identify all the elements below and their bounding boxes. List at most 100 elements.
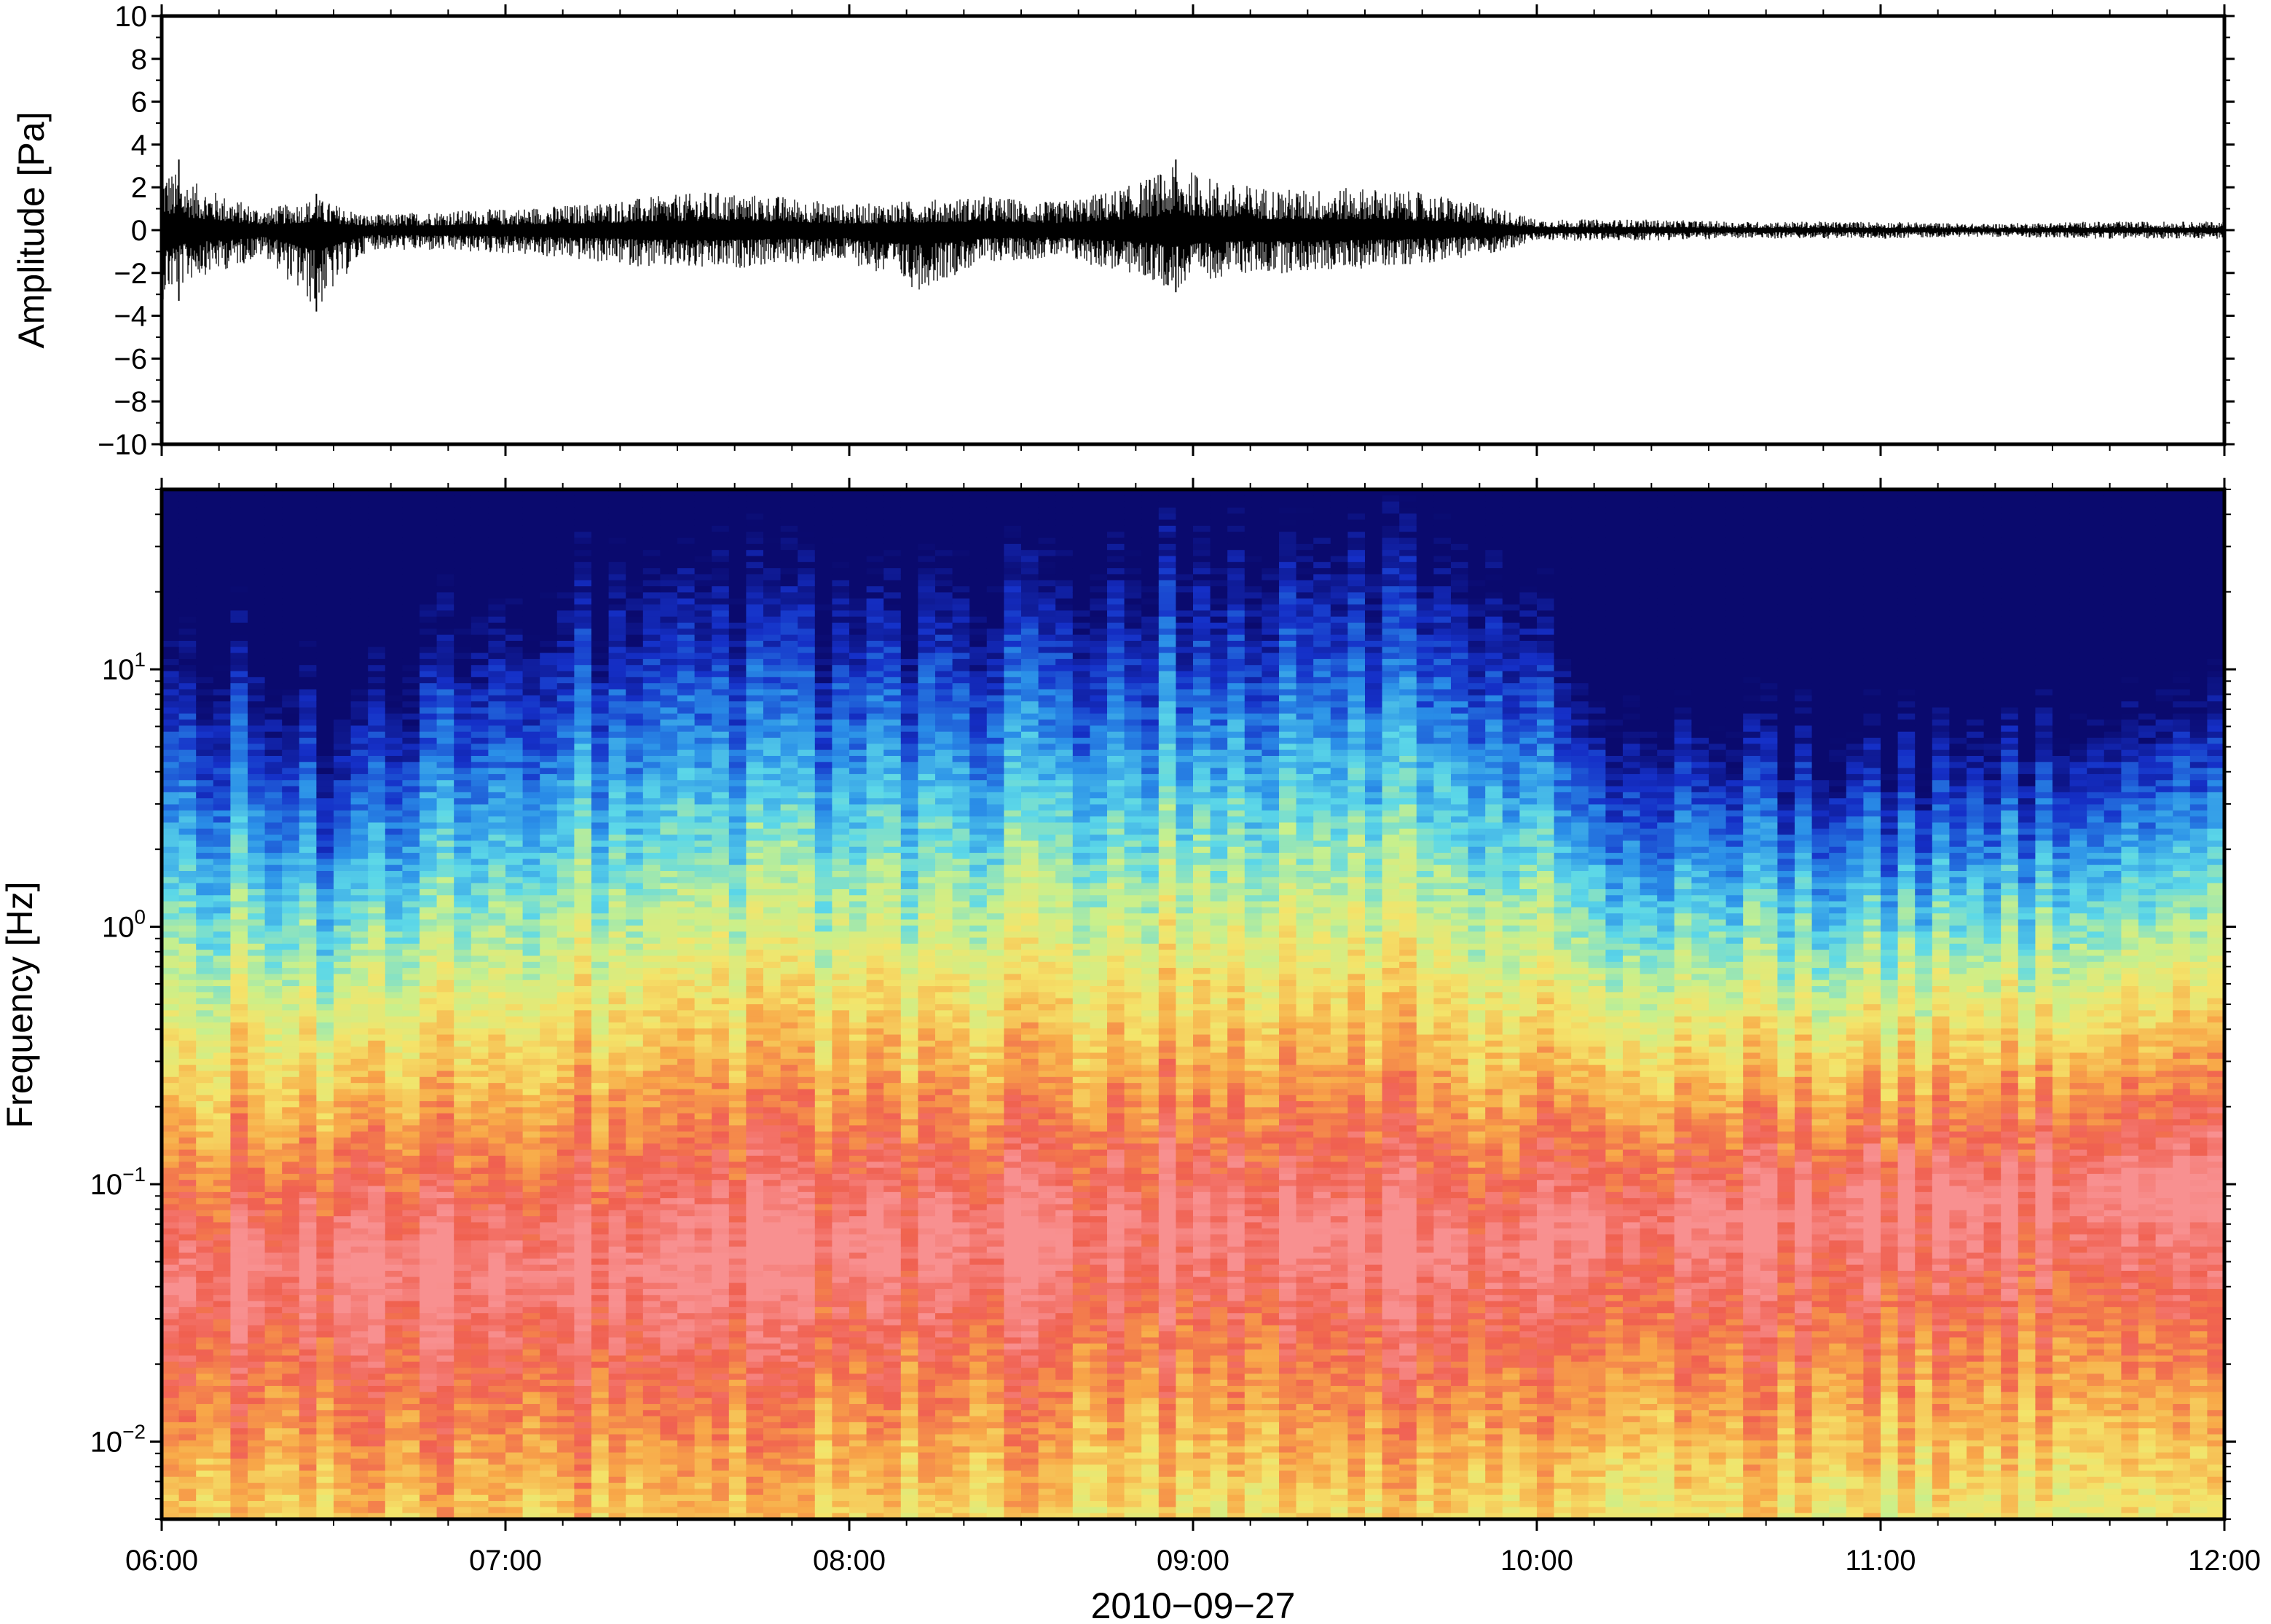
spectrogram-cell	[454, 1173, 472, 1180]
spectrogram-cell	[264, 888, 283, 896]
spectrogram-cell	[540, 840, 558, 848]
spectrogram-cell	[574, 1083, 592, 1090]
spectrogram-cell	[556, 1022, 575, 1029]
spectrogram-cell	[522, 707, 540, 714]
spectrogram-cell	[642, 822, 661, 829]
spectrogram-cell	[454, 550, 472, 557]
spectrogram-cell	[420, 653, 438, 660]
spectrogram-cell	[196, 883, 214, 890]
spectrogram-cell	[230, 1452, 248, 1459]
spectrogram-cell	[248, 1306, 266, 1314]
spectrogram-cell	[505, 974, 524, 981]
spectrogram-cell	[488, 653, 506, 660]
spectrogram-cell	[402, 907, 420, 914]
spectrogram-cell	[368, 1216, 386, 1223]
spectrogram-cell	[540, 1198, 558, 1205]
spectrogram-cell	[608, 773, 626, 781]
spectrogram-cell	[196, 1198, 214, 1205]
spectrogram-cell	[282, 1349, 300, 1357]
spectrogram-cell	[488, 1089, 506, 1096]
spectrogram-cell	[540, 568, 558, 575]
spectrogram-cell	[626, 677, 644, 684]
spectrogram-cell	[196, 968, 214, 975]
spectrogram-cell	[385, 1210, 403, 1217]
spectrogram-cell	[626, 580, 644, 587]
spectrogram-cell	[402, 1065, 420, 1072]
spectrogram-cell	[213, 979, 231, 987]
spectrogram-cell	[420, 1465, 438, 1472]
spectrogram-cell	[334, 1507, 352, 1514]
spectrogram-cell	[505, 695, 524, 702]
spectrogram-cell	[316, 1022, 334, 1029]
spectrogram-cell	[334, 792, 352, 799]
spectrogram-cell	[316, 846, 334, 854]
spectrogram-cell	[505, 556, 524, 563]
spectrogram-cell	[556, 1058, 575, 1065]
spectrogram-cell	[626, 604, 644, 611]
spectrogram-cell	[213, 1076, 231, 1084]
spectrogram-cell	[488, 744, 506, 751]
spectrogram-cell	[556, 1313, 575, 1320]
spectrogram-cell	[299, 1513, 317, 1519]
spectrogram-cell	[454, 1258, 472, 1266]
spectrogram-cell	[282, 883, 300, 890]
spectrogram-cell	[505, 1191, 524, 1199]
spectrogram-cell	[436, 1016, 454, 1023]
spectrogram-cell	[642, 1040, 661, 1047]
spectrogram-cell	[556, 525, 575, 532]
spectrogram-cell	[626, 792, 644, 799]
spectrogram-cell	[556, 713, 575, 720]
spectrogram-cell	[436, 853, 454, 859]
spectrogram-cell	[454, 525, 472, 532]
spectrogram-cell	[350, 798, 369, 805]
spectrogram-cell	[248, 683, 266, 690]
spectrogram-cell	[264, 835, 283, 842]
spectrogram-cell	[316, 895, 334, 902]
spectrogram-cell	[471, 877, 489, 884]
spectrogram-cell	[213, 1071, 231, 1078]
spectrogram-cell	[402, 574, 420, 581]
spectrogram-cell	[316, 1428, 334, 1435]
spectrogram-cell	[162, 677, 180, 684]
spectrogram-cell	[282, 1162, 300, 1169]
spectrogram-cell	[608, 1149, 626, 1156]
spectrogram-cell	[264, 707, 283, 714]
spectrogram-cell	[385, 622, 403, 629]
spectrogram-cell	[540, 556, 558, 563]
spectrogram-cell	[368, 974, 386, 981]
spectrogram-cell	[213, 749, 231, 757]
spectrogram-cell	[420, 586, 438, 593]
spectrogram-cell	[385, 822, 403, 829]
spectrogram-cell	[178, 640, 197, 647]
spectrogram-cell	[505, 1428, 524, 1435]
spectrogram-cell	[454, 495, 472, 502]
spectrogram-cell	[213, 1422, 231, 1429]
spectrogram-cell	[642, 647, 661, 654]
spectrogram-cell	[488, 1095, 506, 1102]
spectrogram-cell	[556, 738, 575, 744]
spectrogram-cell	[385, 1162, 403, 1169]
spectrogram-cell	[334, 1095, 352, 1102]
spectrogram-cell	[264, 1046, 283, 1054]
spectrogram-cell	[264, 658, 283, 666]
spectrogram-cell	[642, 713, 661, 720]
spectrogram-cell	[488, 507, 506, 514]
spectrogram-cell	[230, 986, 248, 993]
spectrogram-cell	[591, 489, 610, 496]
spectrogram-cell	[454, 586, 472, 593]
spectrogram-cell	[402, 768, 420, 775]
spectrogram-cell	[574, 1494, 592, 1502]
spectrogram-cell	[178, 1083, 197, 1090]
spectrogram-cell	[642, 780, 661, 787]
spectrogram-cell	[385, 1010, 403, 1017]
spectrogram-cell	[196, 853, 214, 859]
spectrogram-cell	[230, 1228, 248, 1235]
spectrogram-cell	[350, 1507, 369, 1514]
spectrogram-cell	[420, 1349, 438, 1357]
spectrogram-cell	[248, 877, 266, 884]
spectrogram-cell	[505, 610, 524, 618]
spectrogram-cell	[591, 1071, 610, 1078]
spectrogram-cell	[420, 1494, 438, 1502]
spectrogram-cell	[368, 1119, 386, 1126]
spectrogram-cell	[282, 798, 300, 805]
